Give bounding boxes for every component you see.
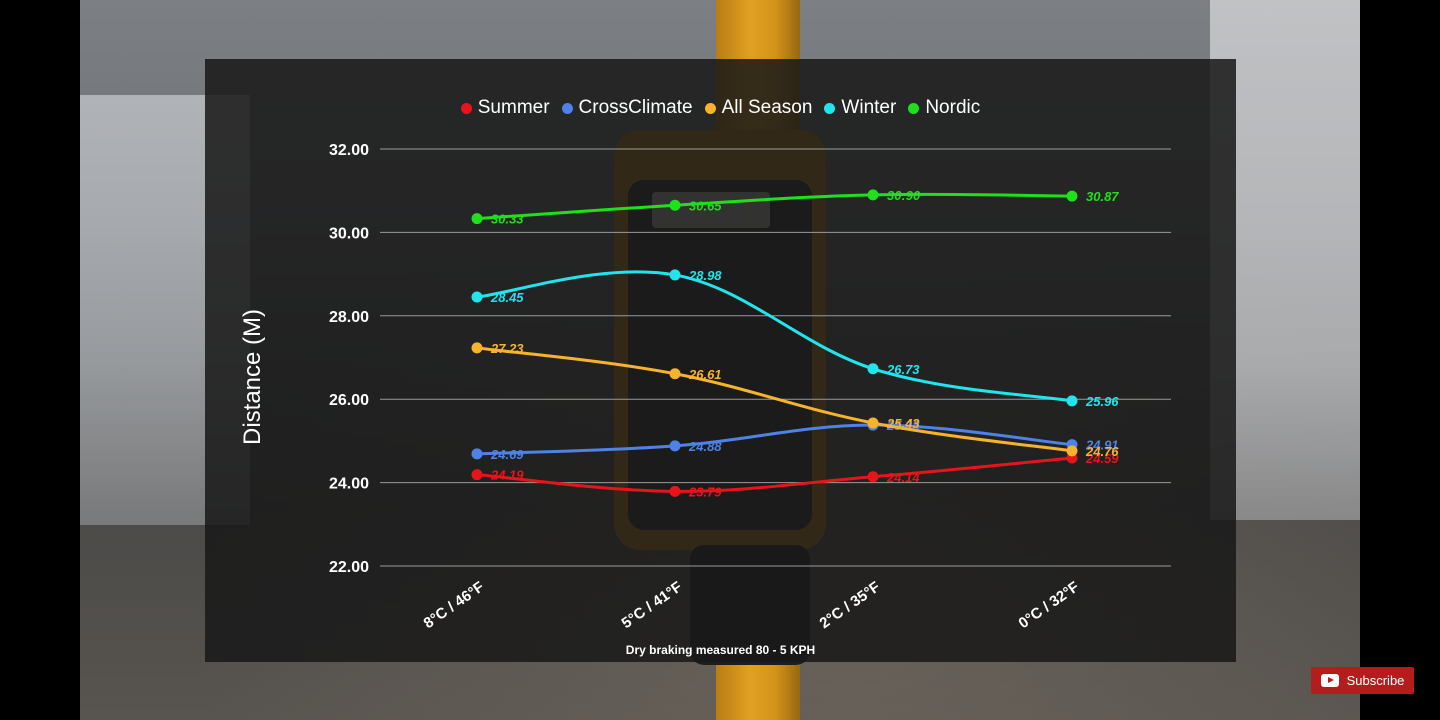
x-tick-label: 8°C / 46°F (421, 578, 488, 632)
data-label-all-season: 26.61 (688, 367, 722, 382)
data-label-winter: 28.98 (688, 268, 722, 283)
y-tick-label: 30.00 (329, 225, 369, 242)
legend-dot-winter (824, 102, 836, 114)
data-label-nordic: 30:90 (887, 188, 921, 203)
data-label-crossclimate: 24.91 (1085, 438, 1119, 453)
legend-dot-all-season (704, 102, 716, 114)
legend-item-winter: Winter (824, 97, 896, 119)
data-point-nordic (1066, 190, 1078, 202)
legend-dot-summer (460, 102, 472, 114)
data-point-all-season (471, 342, 483, 354)
data-label-winter: 25.96 (1085, 394, 1119, 409)
data-point-crossclimate (471, 448, 483, 460)
legend-label-summer: Summer (477, 97, 550, 118)
chart-footnote: Dry braking measured 80 - 5 KPH (625, 643, 816, 657)
data-point-nordic (867, 189, 879, 201)
data-label-winter: 26.73 (886, 362, 920, 377)
data-label-nordic: 30.87 (1086, 189, 1119, 204)
legend-label-crossclimate: CrossClimate (578, 97, 693, 118)
series-line-nordic (476, 192, 1073, 221)
x-tick-label: 2°C / 35°F (817, 578, 884, 632)
legend-label-all-season: All Season (721, 97, 813, 118)
data-label-crossclimate: 24.88 (688, 439, 722, 454)
data-point-winter (1066, 395, 1078, 407)
legend-dot-crossclimate (561, 102, 573, 114)
subscribe-button[interactable]: Subscribe (1311, 667, 1414, 694)
line-chart: 22.00 24.00 26.00 28.00 30.00 32.00 8°C / 46°F… (329, 142, 1171, 632)
series-line-crossclimate (476, 423, 1073, 456)
data-point-nordic (669, 199, 681, 211)
legend-dot-nordic (908, 102, 920, 114)
x-tick-label: 5°C / 41°F (619, 578, 686, 632)
legend-item-nordic: Nordic (908, 97, 980, 119)
data-point-summer (471, 469, 483, 481)
data-label-summer: 24.59 (1085, 451, 1119, 466)
data-label-summer: 24.19 (490, 468, 524, 483)
data-point-nordic (471, 213, 483, 225)
series-line-winter (476, 270, 1073, 403)
data-label-summer: 23.79 (688, 484, 722, 499)
legend-label-nordic: Nordic (925, 97, 981, 118)
legend-item-summer: Summer (460, 97, 550, 119)
series-line-all-season (476, 346, 1073, 453)
data-label-nordic: 30.33 (491, 212, 524, 227)
y-tick-label: 26.00 (329, 392, 369, 409)
data-label-all-season: 24.76 (1085, 444, 1119, 459)
data-point-winter (669, 269, 681, 281)
data-point-winter (867, 363, 879, 375)
x-tick-label: 0°C / 32°F (1016, 578, 1083, 632)
youtube-play-icon (1320, 674, 1339, 687)
data-label-all-season: 27.23 (490, 341, 524, 356)
data-point-summer (669, 485, 681, 497)
data-label-winter: 28.45 (490, 290, 524, 305)
data-label-crossclimate: 24.69 (490, 447, 524, 462)
data-label-summer: 24.14 (886, 470, 920, 485)
legend-item-crossclimate: CrossClimate (561, 97, 693, 119)
data-label-nordic: 30.65 (689, 198, 722, 213)
data-label-all-season: 25.43 (886, 416, 920, 431)
subscribe-label: Subscribe (1346, 673, 1405, 688)
y-tick-label: 28.00 (329, 309, 369, 326)
data-point-all-season (867, 417, 879, 429)
data-point-winter (471, 291, 483, 303)
legend-item-all-season: All Season (704, 97, 813, 119)
chart-legend: Summer CrossClimate All Season Winter Nordic (205, 97, 1236, 119)
data-point-crossclimate (669, 440, 681, 452)
data-point-all-season (1066, 445, 1078, 457)
y-tick-label: 32.00 (329, 142, 369, 159)
data-point-all-season (669, 368, 681, 380)
chart-panel: Summer CrossClimate All Season Winter Nordic… (205, 59, 1236, 662)
y-tick-label: 24.00 (329, 476, 369, 493)
y-tick-label: 22.00 (329, 559, 369, 576)
series-line-summer (476, 456, 1073, 493)
legend-label-winter: Winter (841, 97, 897, 118)
data-point-summer (867, 471, 879, 483)
